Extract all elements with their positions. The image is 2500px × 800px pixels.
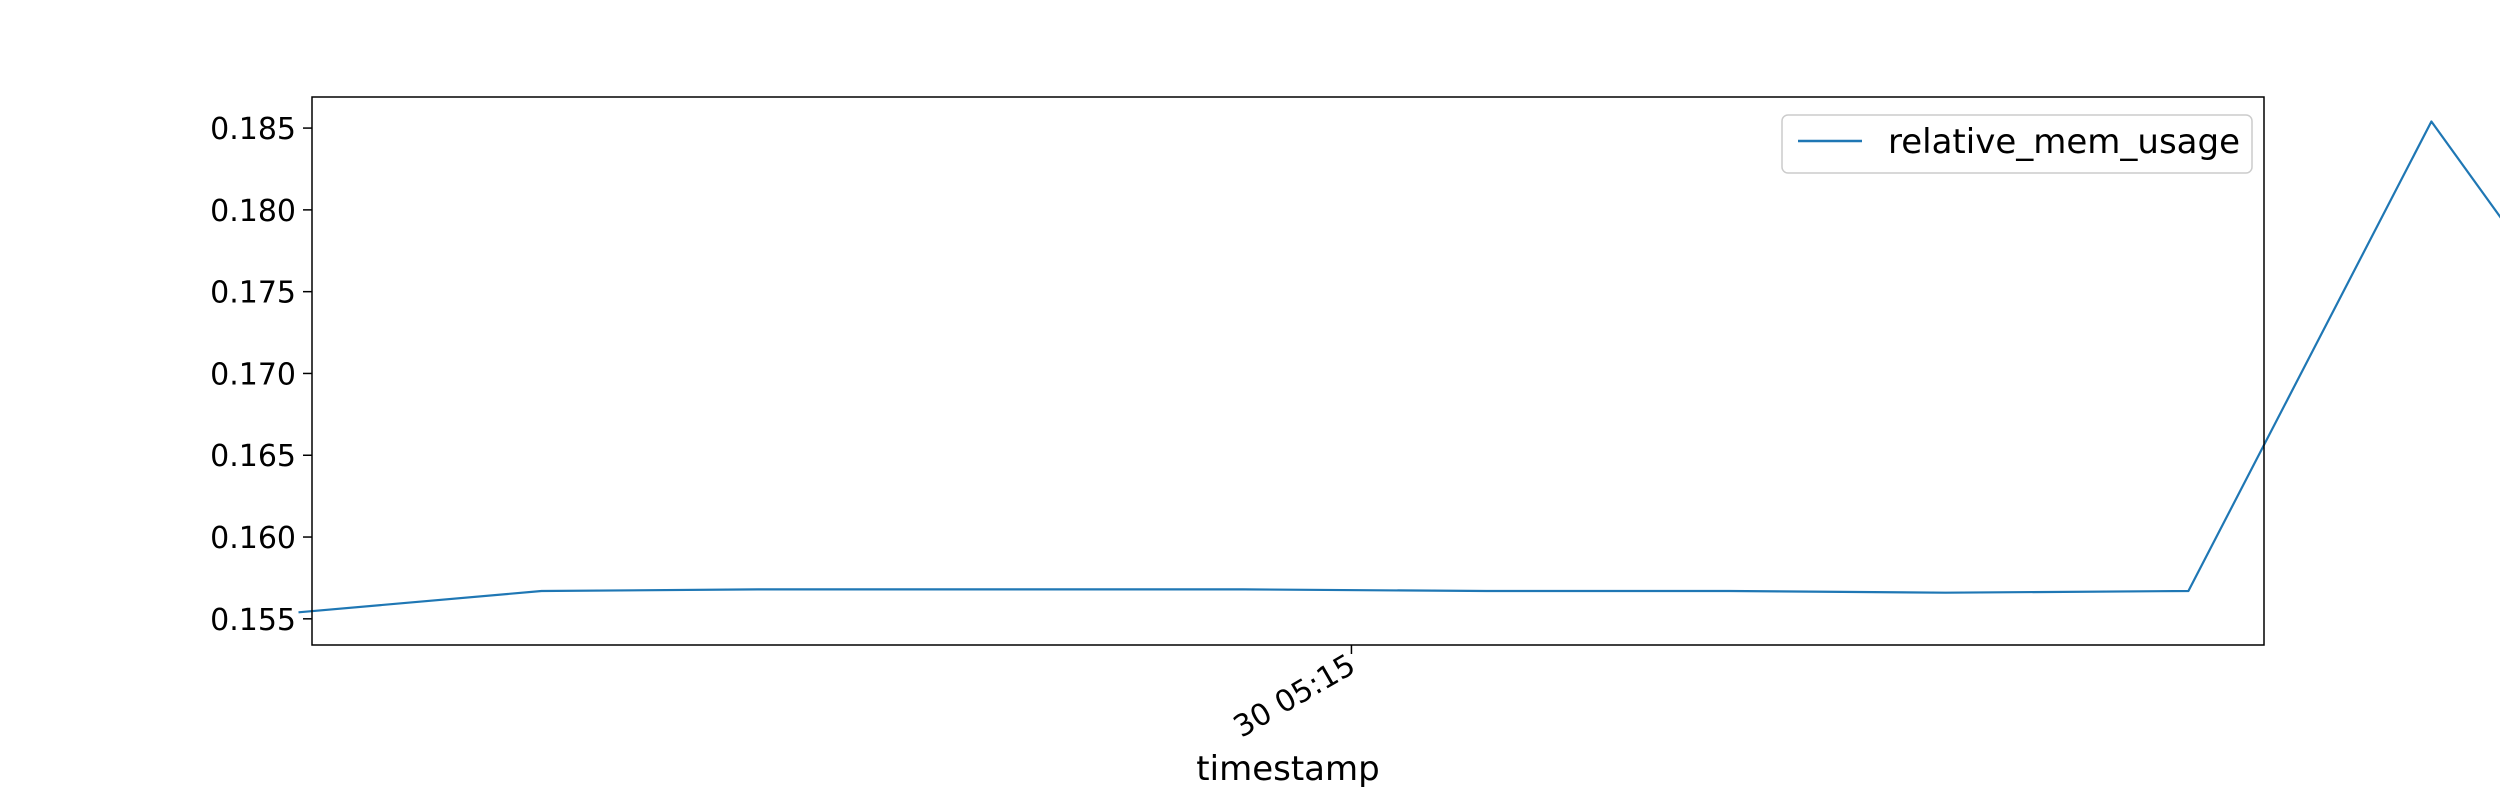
plot-frame <box>311 96 2265 646</box>
y-tick-label: 0.165 <box>210 439 296 474</box>
x-axis-title: timestamp <box>1196 749 1379 789</box>
x-axis: 30 05:1530 05:1630 05:1730 05:1830 05:19 <box>1228 645 1362 745</box>
y-tick-label: 0.155 <box>210 603 296 638</box>
y-tick-label: 0.175 <box>210 276 296 311</box>
y-tick-label: 0.160 <box>210 521 296 556</box>
y-tick-label: 0.180 <box>210 194 296 229</box>
series-line-relative-mem-usage <box>298 120 2500 614</box>
legend: relative_mem_usage <box>1781 114 2253 174</box>
legend-box <box>1781 114 2253 174</box>
legend-label: relative_mem_usage <box>1888 122 2240 162</box>
x-tick-label: 30 05:15 <box>1228 648 1362 745</box>
y-tick-label: 0.185 <box>210 112 296 147</box>
y-axis: 0.155 0.160 0.165 0.170 0.175 0.180 0.185 <box>210 112 312 638</box>
y-tick-label: 0.170 <box>210 357 296 392</box>
